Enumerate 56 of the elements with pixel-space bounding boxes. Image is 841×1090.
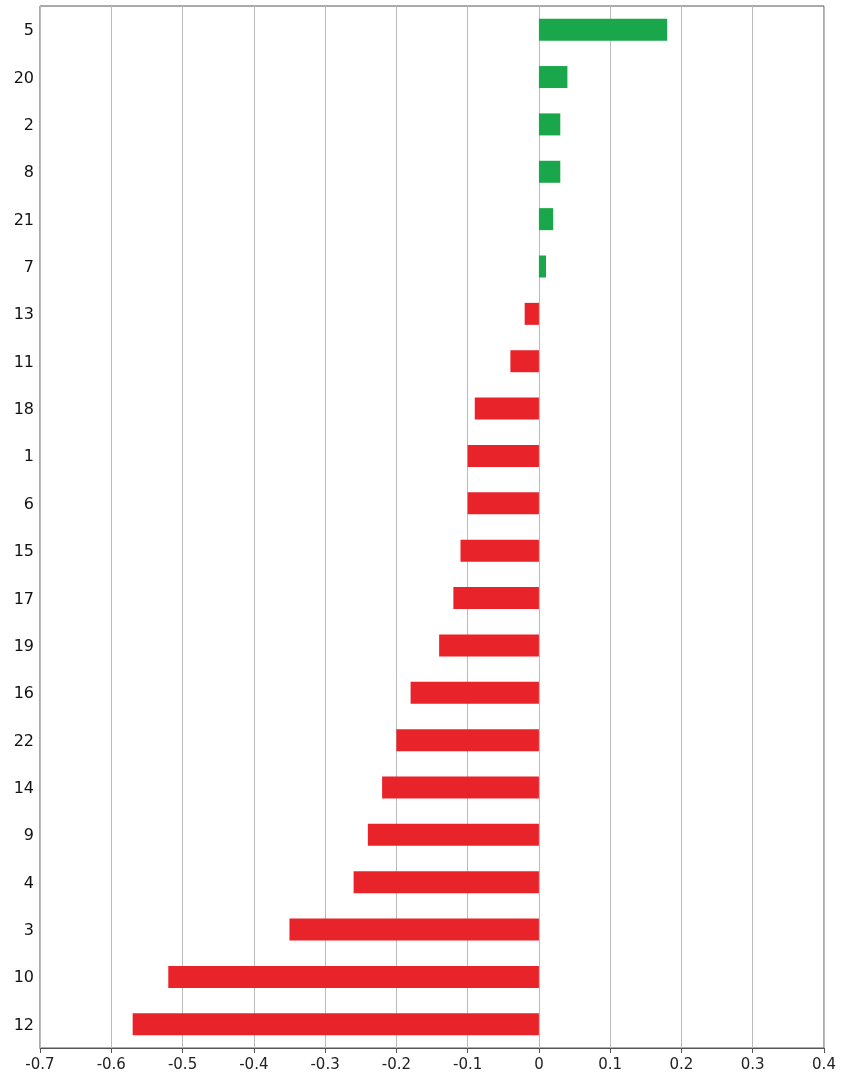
y-tick-label: 10 (13, 967, 34, 987)
y-tick-label: 15 (13, 541, 34, 561)
y-tick-label: 4 (23, 872, 34, 892)
x-tick-label: -0.2 (381, 1054, 411, 1073)
x-tick-label: 0.4 (812, 1054, 836, 1073)
y-tick-label: 1 (23, 446, 34, 466)
bar (132, 1013, 539, 1036)
y-tick-label: 17 (13, 588, 34, 608)
bar (439, 634, 539, 657)
y-tick-label: 16 (13, 683, 34, 703)
bar (467, 444, 539, 467)
bar (353, 871, 539, 894)
bar (289, 918, 539, 941)
y-tick-label: 6 (23, 493, 34, 513)
x-tick-label: 0 (534, 1054, 544, 1073)
bar (538, 255, 547, 278)
y-tick-label: 7 (23, 257, 34, 276)
x-tick-label: -0.5 (167, 1054, 198, 1073)
y-tick-label: 18 (13, 399, 34, 419)
x-tick-label: -0.3 (310, 1054, 340, 1073)
x-tick-label: -0.6 (96, 1054, 126, 1073)
y-tick-label: 2 (23, 114, 34, 134)
x-tick-label: 0.1 (598, 1054, 623, 1073)
bar (410, 681, 539, 704)
x-tick-label: 0.3 (740, 1054, 765, 1073)
y-tick-label: 13 (13, 304, 34, 324)
bar (510, 350, 539, 373)
bar (538, 208, 554, 231)
y-tick-label: 14 (13, 778, 34, 797)
y-tick-label: 21 (13, 209, 34, 229)
y-tick-label: 19 (13, 635, 34, 655)
bar (453, 587, 539, 610)
bar (538, 66, 568, 89)
bar (396, 729, 539, 752)
y-tick-label: 20 (13, 67, 34, 87)
bar (524, 302, 539, 325)
y-tick-label: 5 (23, 20, 34, 40)
bar (382, 776, 539, 799)
y-tick-label: 9 (23, 825, 34, 845)
bar (367, 823, 539, 846)
bar (538, 160, 561, 183)
y-tick-label: 3 (23, 920, 34, 940)
y-tick-label: 12 (13, 1014, 34, 1034)
bar (538, 18, 668, 41)
x-tick-label: -0.1 (453, 1054, 483, 1073)
bar (538, 113, 561, 136)
bar (474, 397, 539, 420)
y-tick-label: 8 (23, 162, 34, 182)
x-tick-label: -0.7 (25, 1054, 55, 1073)
bar (460, 539, 539, 562)
y-tick-label: 11 (13, 351, 34, 371)
x-tick-label: -0.4 (239, 1054, 269, 1073)
y-tick-label: 22 (13, 730, 34, 750)
x-tick-label: 0.2 (669, 1054, 694, 1073)
bar (168, 965, 539, 988)
bar (467, 492, 539, 515)
